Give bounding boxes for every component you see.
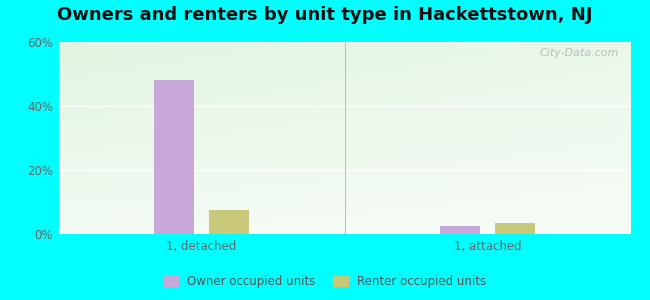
Bar xyxy=(495,223,535,234)
Text: City-Data.com: City-Data.com xyxy=(540,48,619,58)
Text: Owners and renters by unit type in Hackettstown, NJ: Owners and renters by unit type in Hacke… xyxy=(57,6,593,24)
Bar xyxy=(209,210,249,234)
Legend: Owner occupied units, Renter occupied units: Owner occupied units, Renter occupied un… xyxy=(159,270,491,292)
Bar xyxy=(154,80,194,234)
Bar xyxy=(440,226,480,234)
